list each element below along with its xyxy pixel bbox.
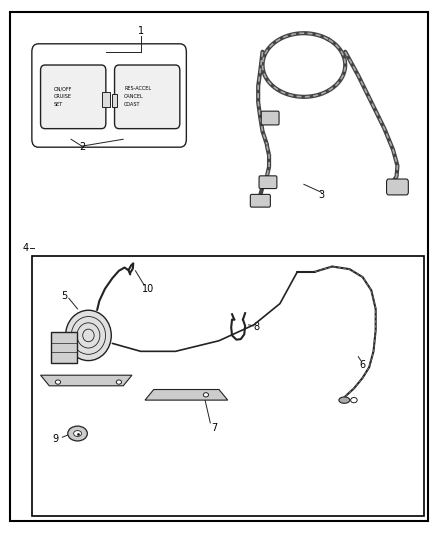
Ellipse shape bbox=[351, 398, 357, 403]
Text: ON/OFF: ON/OFF bbox=[53, 86, 72, 91]
FancyBboxPatch shape bbox=[261, 111, 279, 125]
Text: 6: 6 bbox=[360, 360, 366, 369]
Polygon shape bbox=[145, 390, 228, 400]
Text: RES-ACCEL: RES-ACCEL bbox=[124, 86, 151, 91]
FancyBboxPatch shape bbox=[387, 179, 408, 195]
Text: 7: 7 bbox=[212, 423, 218, 433]
Text: COAST: COAST bbox=[124, 102, 141, 107]
FancyBboxPatch shape bbox=[41, 65, 106, 128]
Text: 4: 4 bbox=[22, 243, 28, 253]
Text: 2: 2 bbox=[79, 142, 85, 152]
Ellipse shape bbox=[203, 393, 208, 397]
Text: CANCEL: CANCEL bbox=[124, 94, 144, 99]
Ellipse shape bbox=[55, 380, 60, 384]
Text: CRUISE: CRUISE bbox=[53, 94, 72, 99]
Ellipse shape bbox=[68, 426, 87, 441]
Bar bbox=[112, 94, 117, 108]
Ellipse shape bbox=[339, 397, 350, 403]
FancyBboxPatch shape bbox=[259, 176, 277, 189]
Bar bbox=[51, 332, 77, 363]
Polygon shape bbox=[41, 375, 132, 386]
Ellipse shape bbox=[66, 310, 111, 361]
FancyBboxPatch shape bbox=[115, 65, 180, 128]
Text: 1: 1 bbox=[138, 26, 144, 36]
Text: 9: 9 bbox=[53, 434, 59, 444]
Ellipse shape bbox=[74, 431, 81, 437]
Text: SET: SET bbox=[53, 102, 63, 107]
Text: 8: 8 bbox=[253, 322, 259, 333]
FancyBboxPatch shape bbox=[251, 195, 270, 207]
Text: 5: 5 bbox=[61, 290, 67, 301]
Text: 10: 10 bbox=[142, 284, 155, 294]
Ellipse shape bbox=[116, 380, 121, 384]
Bar bbox=[102, 92, 110, 108]
Text: 3: 3 bbox=[318, 190, 325, 200]
